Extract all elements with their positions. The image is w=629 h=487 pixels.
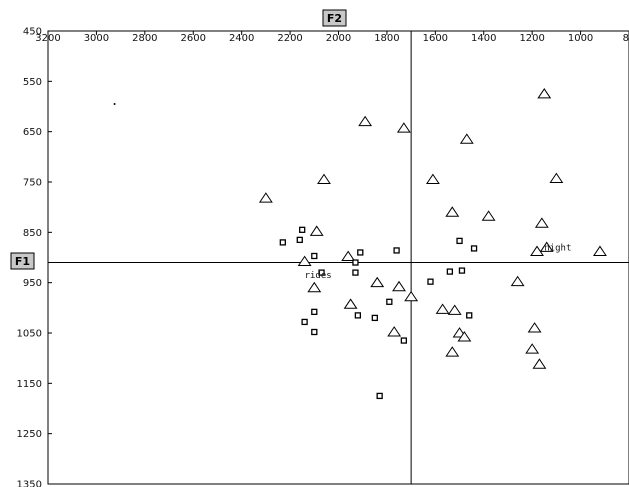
y-axis-tag-label: F1 xyxy=(15,255,30,268)
square-point xyxy=(458,267,466,274)
x-tick-label: 1800 xyxy=(374,33,399,44)
x-tick-label: 3000 xyxy=(84,33,109,44)
data-points xyxy=(113,88,607,400)
point-label: rides xyxy=(305,271,332,281)
x-tick-label: 2800 xyxy=(132,33,157,44)
triangle-point xyxy=(396,122,411,133)
triangle-point xyxy=(525,343,540,354)
square-point xyxy=(427,278,434,285)
triangle-point xyxy=(341,250,356,261)
y-tick-label: 650 xyxy=(23,127,42,138)
square-point xyxy=(279,239,286,246)
triangle-point xyxy=(387,326,402,337)
triangle-point xyxy=(404,290,419,302)
square-point xyxy=(357,249,364,256)
triangle-point xyxy=(445,206,460,217)
x-tick-label: 1200 xyxy=(519,33,544,44)
x-axis-tag-label: F2 xyxy=(327,12,342,25)
triangle-point xyxy=(527,322,542,333)
triangle-point xyxy=(530,245,544,256)
y-axis-tag: F1 xyxy=(10,252,35,270)
triangle-point xyxy=(297,255,312,267)
triangle-point xyxy=(447,304,462,315)
y-tick-label: 950 xyxy=(23,278,42,289)
triangle-point xyxy=(425,173,440,184)
triangle-point xyxy=(510,275,525,287)
triangle-point xyxy=(435,303,450,314)
triangle-point xyxy=(457,331,472,342)
square-point xyxy=(466,312,473,319)
square-point xyxy=(446,268,454,275)
square-point xyxy=(376,392,383,400)
x-tick-label: 2200 xyxy=(277,33,302,44)
square-point xyxy=(386,298,393,305)
square-point xyxy=(311,252,318,260)
square-point xyxy=(371,314,378,322)
square-point xyxy=(299,226,306,233)
square-point xyxy=(318,269,325,276)
triangle-point xyxy=(258,192,273,203)
x-tick-label: 1400 xyxy=(471,33,496,44)
triangle-point xyxy=(593,245,607,256)
x-tick-label: 80 xyxy=(623,33,629,44)
x-tick-label: 3200 xyxy=(35,33,60,44)
x-tick-label: 1600 xyxy=(423,33,448,44)
square-point xyxy=(393,247,400,254)
triangle-point xyxy=(532,358,547,369)
triangle-point xyxy=(534,217,549,228)
y-tick-label: 1350 xyxy=(17,480,42,487)
triangle-point xyxy=(549,172,564,183)
triangle-point xyxy=(370,276,385,288)
x-tick-label: 2400 xyxy=(229,33,254,44)
y-tick-label: 550 xyxy=(23,77,42,88)
square-point xyxy=(352,269,359,276)
square-point xyxy=(470,245,478,252)
x-tick-label: 1000 xyxy=(568,33,593,44)
y-tick-label: 1050 xyxy=(17,329,42,340)
triangle-point xyxy=(358,115,373,127)
triangle-point xyxy=(307,281,322,293)
y-tick-label: 450 xyxy=(23,27,42,38)
y-axis-ticks: 450 550 650 750 850 950 1050 1150 1250 1350 xyxy=(17,27,52,487)
square-point xyxy=(400,337,408,344)
triangle-point xyxy=(309,225,324,236)
point-label: night xyxy=(544,243,571,253)
y-tick-label: 1250 xyxy=(17,429,42,440)
point-labels: rides night xyxy=(305,243,572,281)
y-tick-label: 850 xyxy=(23,228,42,239)
y-tick-label: 750 xyxy=(23,178,42,189)
square-point xyxy=(301,318,308,326)
x-axis-ticks: 3200 3000 2800 2600 2400 2200 2000 1800 1600 1400… xyxy=(35,31,629,44)
x-axis-tag: F2 xyxy=(322,9,347,27)
triangle-point xyxy=(392,280,406,292)
square-point xyxy=(352,259,359,266)
x-tick-label: 2000 xyxy=(326,33,351,44)
square-point xyxy=(311,308,318,316)
x-tick-label: 2600 xyxy=(181,33,206,44)
triangle-point xyxy=(537,88,552,99)
triangle-point xyxy=(317,173,331,184)
triangle-point xyxy=(459,133,474,144)
triangle-point xyxy=(343,298,358,309)
y-tick-label: 1150 xyxy=(17,379,42,390)
triangle-point xyxy=(445,346,460,357)
square-point xyxy=(296,236,303,244)
triangle-point xyxy=(539,241,554,252)
square-point xyxy=(354,312,362,319)
square-point xyxy=(456,237,463,245)
triangle-point xyxy=(481,210,496,221)
square-point xyxy=(311,328,318,336)
dot-point xyxy=(113,102,116,105)
plot-area xyxy=(47,30,629,485)
